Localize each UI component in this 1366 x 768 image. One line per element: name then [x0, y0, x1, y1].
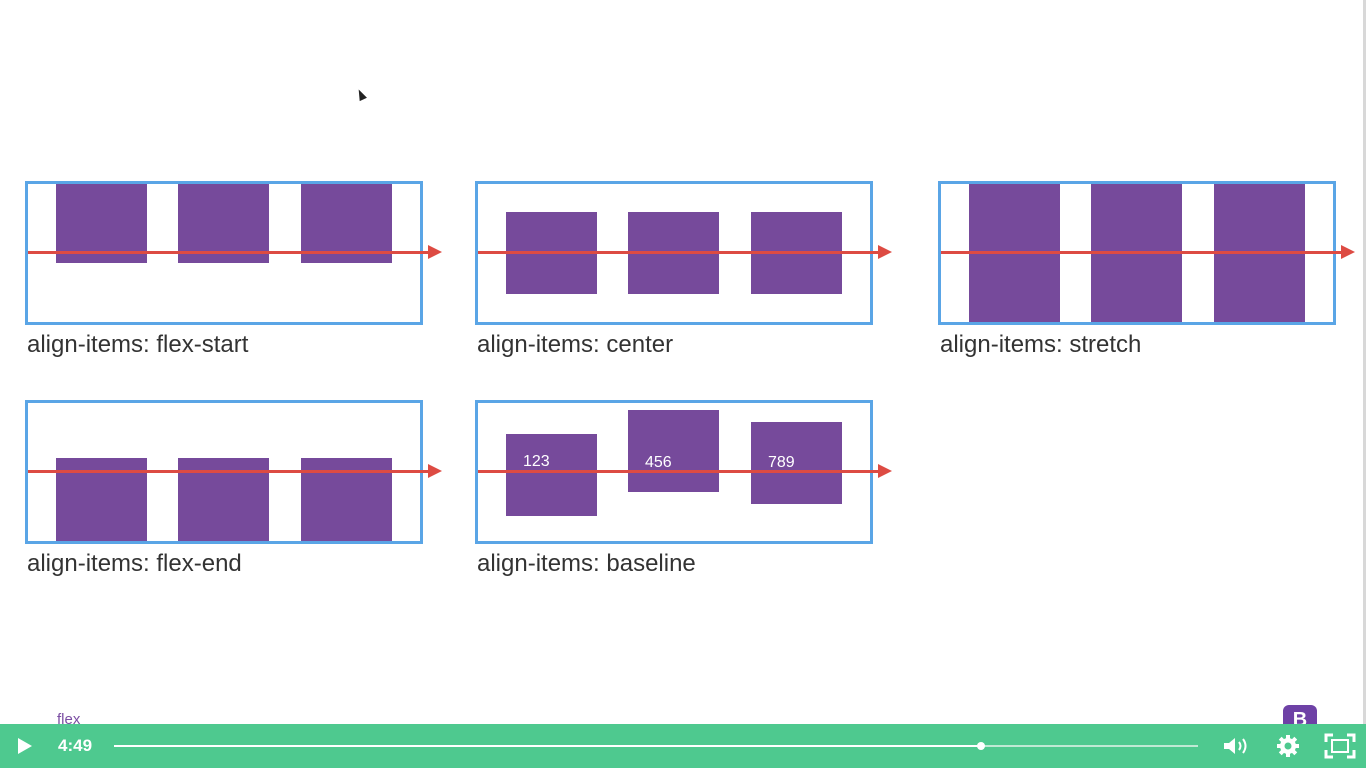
main-axis-line: [28, 470, 430, 473]
play-icon[interactable]: [18, 738, 32, 754]
right-edge-divider: [1363, 0, 1366, 724]
main-axis-arrowhead: [878, 464, 892, 478]
mouse-cursor-icon: [355, 87, 367, 102]
video-control-bar: 4:49: [0, 724, 1366, 768]
flex-item: 123: [506, 434, 597, 516]
volume-icon[interactable]: [1222, 736, 1250, 756]
diagram-caption: align-items: baseline: [477, 550, 696, 577]
box-number: 789: [768, 454, 795, 471]
progress-thumb[interactable]: [977, 742, 986, 750]
box-number: 456: [645, 454, 672, 471]
box-number: 123: [523, 453, 550, 470]
fullscreen-icon[interactable]: [1324, 733, 1356, 759]
slide-canvas: align-items: flex-start align-items: cen…: [25, 0, 1366, 735]
diagram-caption: align-items: flex-end: [27, 550, 242, 577]
flex-item: 789: [751, 422, 842, 504]
diagram-flex-start: align-items: flex-start: [25, 181, 495, 371]
main-axis-arrowhead: [1341, 245, 1355, 259]
diagram-flex-end: align-items: flex-end: [25, 400, 495, 590]
diagram-baseline: 123 456 789 align-items: baseline: [475, 400, 945, 590]
main-axis-line: [28, 251, 430, 254]
progress-track[interactable]: [114, 742, 1198, 750]
main-axis-arrowhead: [428, 245, 442, 259]
current-time: 4:49: [58, 736, 93, 755]
main-axis-arrowhead: [428, 464, 442, 478]
main-axis-line: [941, 251, 1343, 254]
main-axis-arrowhead: [878, 245, 892, 259]
topic-label: flex: [57, 711, 81, 728]
main-axis-line: [478, 470, 880, 473]
flex-item: [178, 184, 269, 263]
flex-item: [56, 184, 147, 263]
gear-icon[interactable]: [1276, 734, 1300, 758]
diagram-caption: align-items: center: [477, 331, 674, 358]
progress-fill: [114, 745, 982, 747]
diagram-caption: align-items: flex-start: [27, 331, 249, 358]
flex-item: 456: [628, 410, 719, 492]
flex-item: [301, 184, 392, 263]
diagram-caption: align-items: stretch: [940, 331, 1142, 358]
main-axis-line: [478, 251, 880, 254]
diagram-stretch: align-items: stretch: [938, 181, 1366, 371]
diagram-center: align-items: center: [475, 181, 945, 371]
